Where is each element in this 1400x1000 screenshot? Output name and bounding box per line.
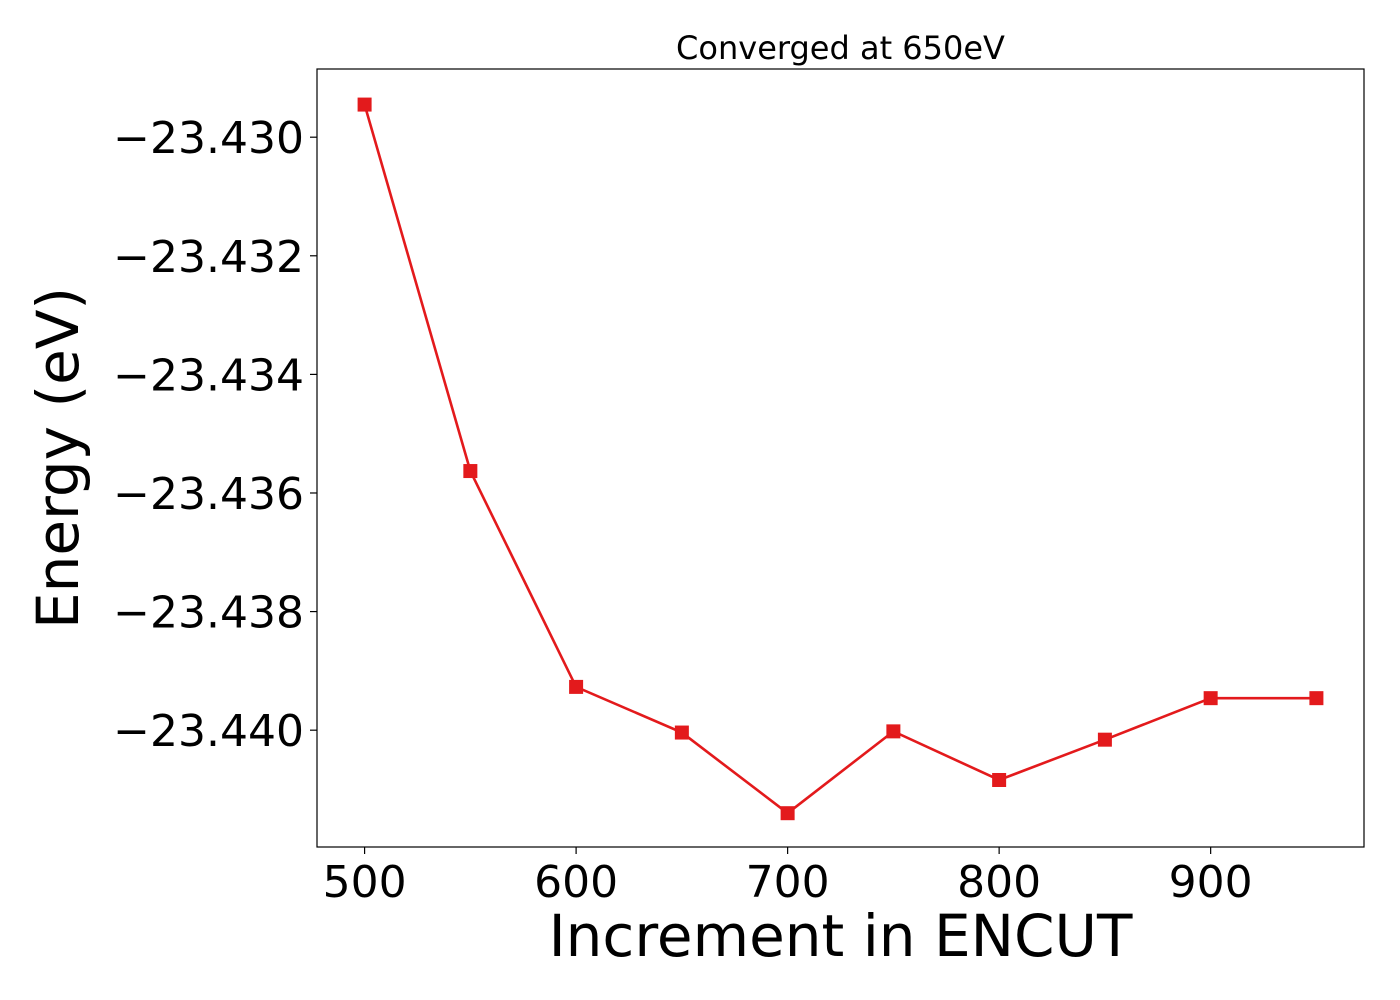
data-point: [463, 464, 478, 479]
data-point: [1203, 691, 1218, 706]
data-point: [1097, 732, 1112, 747]
data-point: [569, 679, 584, 694]
y-tick-label: −23.434: [113, 350, 304, 401]
plot-frame: [316, 68, 1365, 848]
y-tick-label: −23.438: [113, 588, 304, 639]
x-tick-label: 900: [1169, 857, 1253, 908]
series-line: [363, 104, 1317, 815]
y-tick-label: −23.436: [113, 469, 304, 520]
y-tick-label: −23.432: [113, 232, 304, 283]
y-tick-label: −23.430: [113, 113, 304, 164]
y-axis: −23.430 −23.432 −23.434 −23.436 −23.438 −23.4…: [113, 113, 317, 757]
data-point: [886, 724, 901, 739]
series-markers: [357, 97, 1324, 821]
y-tick-label: −23.440: [113, 706, 304, 757]
data-point: [992, 772, 1007, 787]
data-point: [357, 97, 372, 112]
y-axis-label: Energy (eV): [24, 287, 92, 629]
data-point: [1309, 691, 1324, 706]
data-point: [674, 725, 689, 740]
x-tick-label: 700: [746, 857, 830, 908]
x-tick-label: 600: [534, 857, 618, 908]
data-point: [780, 806, 795, 821]
x-axis: 500 600 700 800 900: [323, 847, 1253, 908]
x-axis-label: Increment in ENCUT: [549, 902, 1133, 970]
x-tick-label: 500: [323, 857, 407, 908]
chart-title: Converged at 650eV: [676, 29, 1005, 67]
x-tick-label: 800: [957, 857, 1041, 908]
